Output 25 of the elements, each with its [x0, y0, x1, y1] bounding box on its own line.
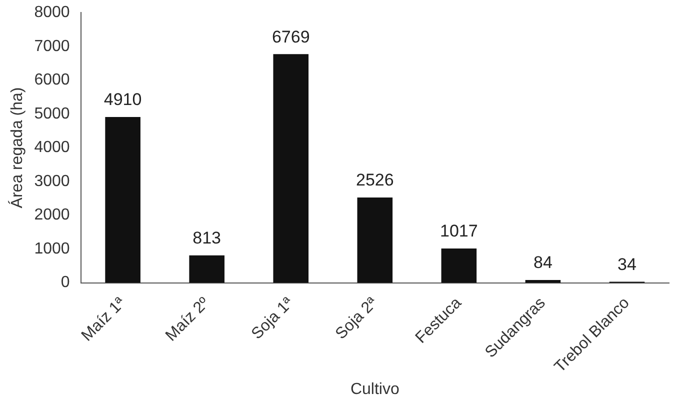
y-tick-label: 2000: [34, 206, 70, 224]
y-tick-label: 4000: [34, 139, 70, 156]
x-tick-label: Soja 2ª: [332, 294, 381, 343]
y-tick-label: 1000: [34, 240, 70, 258]
x-tick-label: Soja 1ª: [248, 294, 297, 343]
y-tick-label: 6000: [34, 72, 70, 89]
data-label: 34: [618, 254, 636, 274]
x-axis-title: Cultivo: [350, 380, 400, 398]
data-label: 2526: [356, 170, 394, 190]
y-tick-label: 7000: [34, 38, 70, 55]
y-axis-title: Área regada (ha): [8, 87, 26, 208]
data-label: 813: [192, 228, 222, 248]
data-label: 84: [533, 253, 552, 272]
data-label: 1017: [440, 222, 478, 241]
data-label: 4910: [104, 90, 142, 110]
bar: [189, 255, 224, 283]
y-tick-label: 5000: [34, 105, 70, 122]
data-label: 6769: [272, 27, 310, 46]
bar: [441, 248, 477, 283]
y-tick-label: 3000: [34, 172, 70, 190]
bar: [357, 198, 393, 283]
y-tick-label: 8000: [34, 4, 70, 22]
bar: [273, 54, 309, 283]
y-tick-label: 0: [60, 274, 70, 292]
bar: [105, 116, 140, 283]
